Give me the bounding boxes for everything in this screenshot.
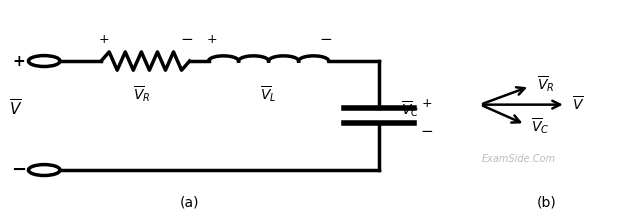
- Text: −: −: [420, 124, 433, 139]
- Text: $\overline{V}_L$: $\overline{V}_L$: [260, 84, 277, 104]
- Text: $\overline{V}_C$: $\overline{V}_C$: [532, 116, 550, 136]
- Text: ExamSide.Com: ExamSide.Com: [481, 154, 556, 164]
- Text: $\overline{V}$: $\overline{V}$: [9, 99, 23, 119]
- Text: $\overline{V}$: $\overline{V}$: [572, 95, 584, 114]
- Text: $\overline{V}_R$: $\overline{V}_R$: [133, 84, 151, 104]
- Text: −: −: [11, 161, 27, 179]
- Text: +: +: [207, 33, 217, 46]
- Text: −: −: [180, 32, 193, 47]
- Text: +: +: [99, 33, 109, 46]
- Text: $\overline{V}_R$: $\overline{V}_R$: [537, 75, 555, 94]
- Text: (a): (a): [180, 196, 199, 210]
- Text: +: +: [13, 54, 25, 68]
- Text: (b): (b): [537, 196, 557, 210]
- Text: +: +: [422, 97, 432, 110]
- Text: $\overline{V}_C$: $\overline{V}_C$: [401, 99, 420, 119]
- Text: −: −: [319, 32, 332, 47]
